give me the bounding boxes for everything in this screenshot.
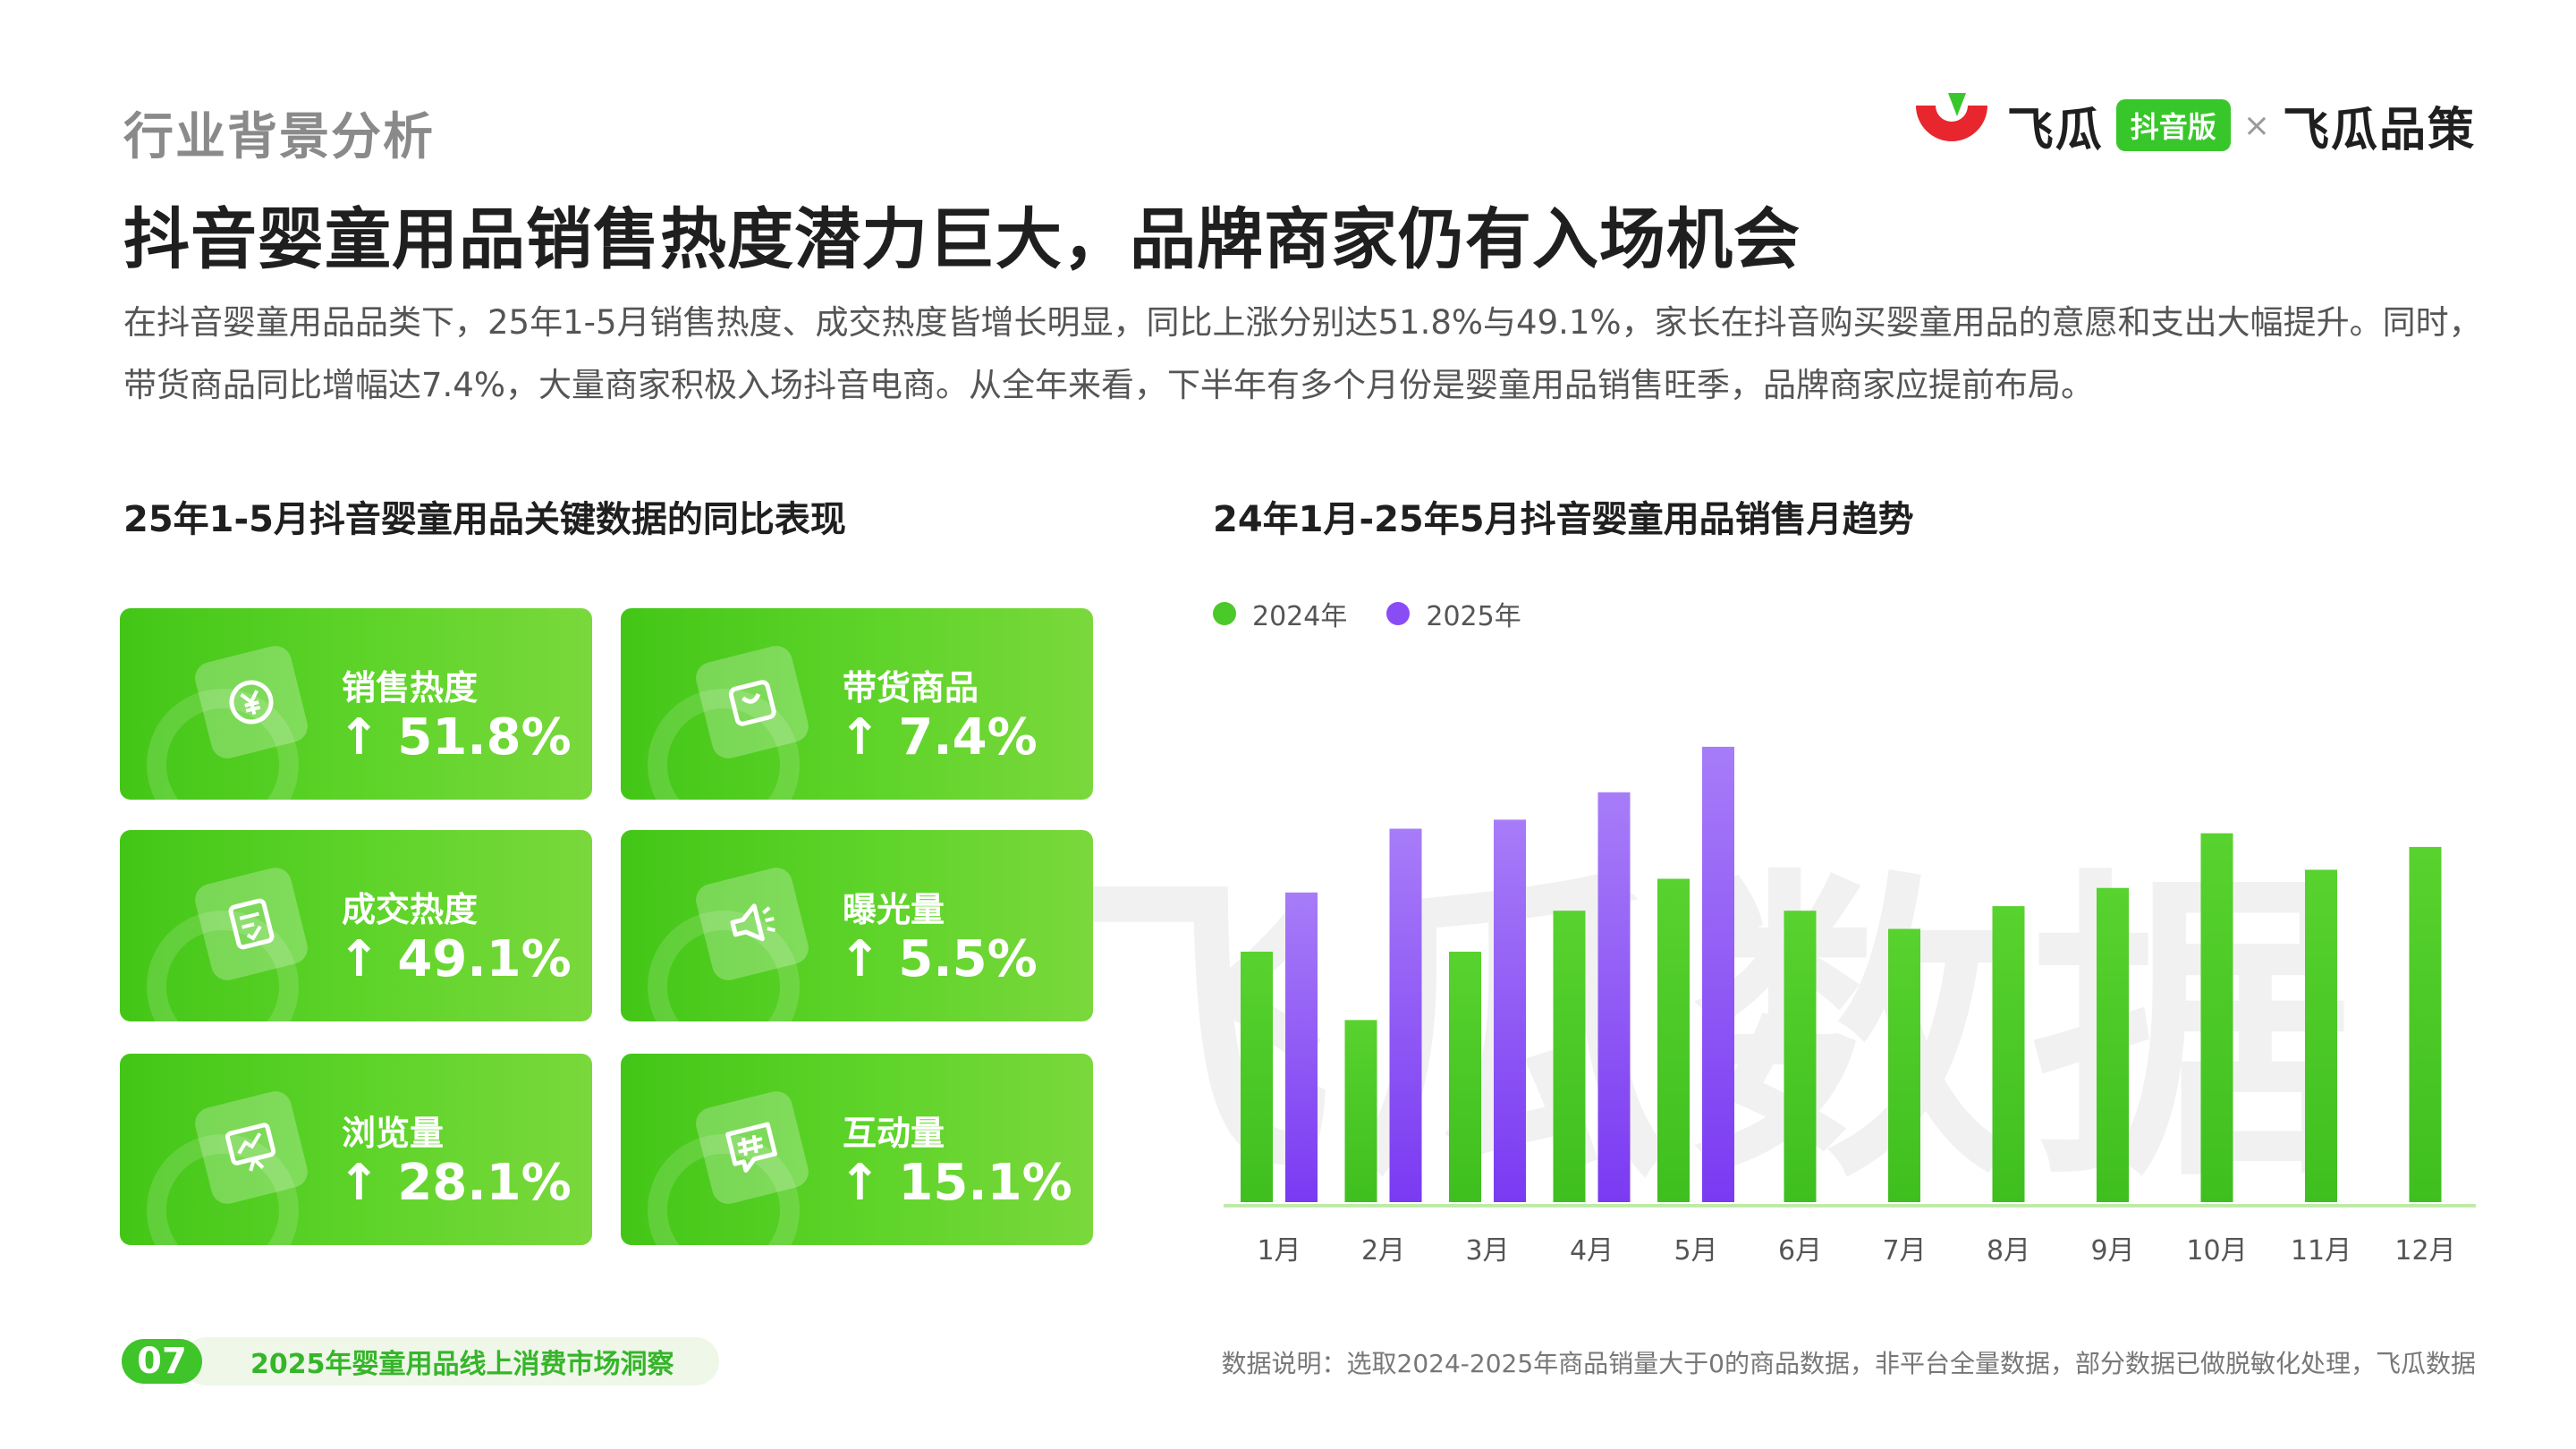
x-tick-label: 12月: [2394, 1235, 2455, 1267]
chart-heading: 24年1月-25年5月抖音婴童用品销售月趋势: [1213, 499, 1914, 540]
kpi-value: ↑ 7.4%: [839, 708, 1038, 767]
kpi-card-exposure: 曝光量 ↑ 5.5%: [621, 830, 1093, 1021]
logo-separator: ×: [2242, 106, 2270, 144]
page-number: 07: [122, 1339, 202, 1384]
bar-2024-8: [1992, 906, 2025, 1202]
kpi-label: 销售热度: [342, 668, 479, 708]
shopping-bag-icon: [692, 642, 812, 762]
x-tick-label: 8月: [1987, 1235, 2030, 1267]
page-title: 抖音婴童用品销售热度潜力巨大，品牌商家仍有入场机会: [123, 201, 1801, 278]
legend-label: 2025年: [1426, 601, 1521, 632]
x-tick-label: 3月: [1465, 1235, 1509, 1267]
kpi-section-heading: 25年1-5月抖音婴童用品关键数据的同比表现: [123, 499, 846, 540]
kpi-label: 曝光量: [843, 890, 945, 929]
sales-trend-chart: 1月 2月 3月 4月 5月 6月 7月 8月 9月 10月 11月 12月: [1224, 746, 2476, 1267]
currency-icon: [191, 642, 311, 762]
legend-item-2025: 2025年: [1386, 594, 1521, 633]
bar-2024-9: [2097, 887, 2129, 1202]
bar-2025-3: [1494, 819, 1526, 1202]
footer-report-title: 2025年婴童用品线上消费市场洞察: [182, 1337, 719, 1385]
kpi-value: ↑ 51.8%: [338, 708, 572, 767]
bar-2025-2: [1389, 828, 1422, 1202]
kpi-label: 带货商品: [843, 668, 979, 708]
kpi-card-views: 浏览量 ↑ 28.1%: [120, 1054, 592, 1245]
trend-board-icon: [191, 1088, 311, 1208]
bar-2025-4: [1597, 792, 1631, 1202]
summary-paragraph: 在抖音婴童用品品类下，25年1-5月销售热度、成交热度皆增长明显，同比上涨分别达…: [123, 303, 2482, 404]
x-tick-label: 11月: [2291, 1235, 2351, 1267]
x-tick-label: 2月: [1361, 1235, 1405, 1267]
kpi-value: ↑ 49.1%: [338, 930, 572, 988]
brand-name-right: 飞瓜品策: [2282, 103, 2476, 157]
bar-2024-3: [1449, 952, 1481, 1202]
kpi-label: 互动量: [843, 1114, 945, 1153]
kpi-card-interactions: 互动量 ↑ 15.1%: [621, 1054, 1093, 1245]
bar-2024-6: [1784, 911, 1817, 1202]
bar-2024-10: [2200, 833, 2233, 1202]
data-footnote: 数据说明：选取2024-2025年商品销量大于0的商品数据，非平台全量数据，部分…: [1221, 1349, 2476, 1378]
x-tick-label: 7月: [1882, 1235, 1926, 1267]
bar-2024-12: [2409, 846, 2442, 1202]
kpi-label: 浏览量: [342, 1114, 445, 1153]
bar-2024-4: [1553, 911, 1586, 1202]
x-tick-label: 4月: [1570, 1235, 1614, 1267]
brand-name-left: 飞瓜: [2006, 103, 2104, 157]
x-tick-label: 9月: [2090, 1235, 2134, 1267]
megaphone-icon: [692, 864, 812, 984]
x-tick-label: 1月: [1257, 1235, 1301, 1267]
section-title: 行业背景分析: [123, 108, 435, 166]
kpi-value: ↑ 28.1%: [338, 1154, 572, 1212]
bar-2024-7: [1888, 928, 1920, 1202]
legend-swatch-2024: [1213, 602, 1236, 625]
legend-item-2024: 2024年: [1213, 594, 1347, 633]
feigua-logo-icon: [1909, 89, 1995, 161]
bar-2025-1: [1285, 892, 1318, 1202]
kpi-card-products: 带货商品 ↑ 7.4%: [621, 608, 1093, 800]
kpi-card-sales-heat: 销售热度 ↑ 51.8%: [120, 608, 592, 800]
logo: 飞瓜 抖音版 × 飞瓜品策: [1909, 89, 2476, 161]
x-tick-label: 5月: [1674, 1235, 1717, 1267]
x-tick-label: 6月: [1778, 1235, 1822, 1267]
bar-2024-5: [1657, 878, 1690, 1202]
kpi-card-deal-heat: 成交热度 ↑ 49.1%: [120, 830, 592, 1021]
bar-2024-11: [2305, 869, 2337, 1202]
bar-2024-1: [1241, 952, 1273, 1202]
kpi-value: ↑ 15.1%: [839, 1154, 1072, 1212]
legend-swatch-2025: [1386, 602, 1411, 625]
x-tick-label: 10月: [2186, 1235, 2247, 1267]
kpi-value: ↑ 5.5%: [839, 930, 1038, 988]
checklist-icon: [191, 864, 311, 984]
legend-label: 2024年: [1252, 601, 1348, 632]
chart-legend: 2024年 2025年: [1213, 594, 1521, 633]
bar-2024-2: [1344, 1020, 1377, 1202]
platform-pill: 抖音版: [2115, 99, 2231, 151]
hashtag-chat-icon: [692, 1088, 812, 1208]
kpi-label: 成交热度: [342, 890, 479, 929]
bar-2025-5: [1702, 746, 1734, 1202]
